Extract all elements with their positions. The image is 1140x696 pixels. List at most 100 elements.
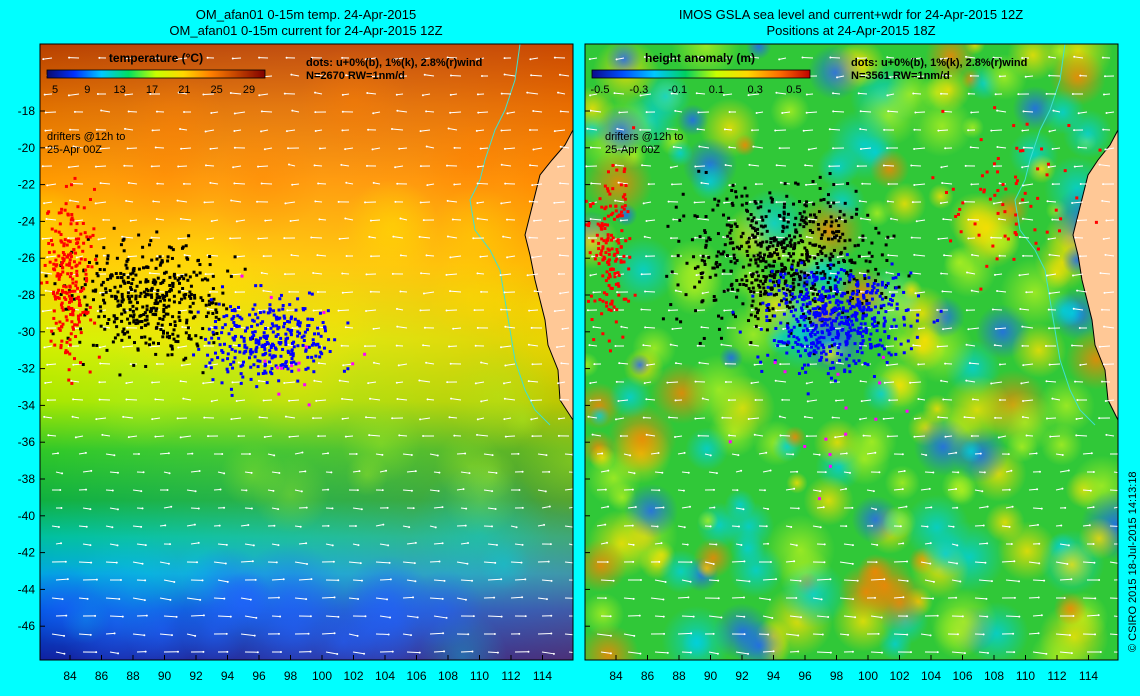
current-vector: [789, 615, 802, 618]
drifter-dot-wind: [47, 210, 51, 214]
drifter-dot-current: [863, 274, 867, 278]
current-vector: [643, 201, 652, 204]
current-vector: [236, 219, 246, 222]
current-vector-head: [206, 56, 209, 59]
drifter-dot-1pct: [744, 274, 748, 278]
drifter-dot-current: [284, 343, 288, 347]
current-vector-head: [963, 416, 966, 419]
current-vector: [271, 615, 281, 618]
drifter-dot-current: [856, 289, 860, 293]
current-vector: [588, 416, 598, 419]
drifter-dot-1pct: [755, 278, 759, 282]
drifter-dot-1pct: [158, 255, 162, 259]
drifter-dot-current: [239, 364, 243, 368]
current-vector-head: [148, 272, 151, 275]
current-vector: [44, 345, 53, 348]
current-vector: [699, 146, 710, 149]
drifter-dot-1pct: [727, 216, 731, 220]
drifter-dot-1pct: [864, 259, 868, 263]
drifter-dot-wind: [70, 216, 74, 220]
current-vector-head: [341, 291, 344, 294]
current-vector: [915, 291, 926, 294]
current-vector: [291, 254, 300, 257]
drifter-dot-1pct: [150, 295, 154, 299]
drifter-dot-current: [274, 347, 278, 351]
drifter-dot-magenta: [277, 392, 281, 396]
current-vector: [886, 309, 895, 312]
drifter-dot-current: [873, 344, 877, 348]
drifter-dot-current: [254, 341, 258, 345]
current-vector: [1022, 165, 1030, 168]
drifter-dot-current: [895, 307, 899, 311]
drifter-dot-current: [318, 311, 322, 315]
drifter-dot-current: [221, 350, 225, 354]
current-vector-head: [388, 561, 391, 564]
drifter-dot-current: [242, 336, 246, 340]
drifter-dot-1pct: [91, 343, 95, 347]
current-vector-head: [1022, 364, 1025, 367]
drifter-dot-current: [243, 343, 247, 347]
current-vector-head: [476, 272, 479, 275]
current-vector-head: [835, 399, 838, 402]
drifter-dot-1pct: [104, 287, 108, 291]
drifter-dot-current: [254, 284, 258, 288]
drifter-dot-current: [279, 363, 283, 367]
drifter-dot-1pct: [828, 286, 832, 290]
drifter-dot-current: [751, 294, 755, 298]
current-vector: [836, 75, 845, 78]
current-vector: [808, 147, 818, 150]
drifter-dot-1pct: [103, 301, 107, 305]
drifter-dot-1pct: [843, 239, 847, 243]
current-vector-head: [63, 634, 66, 637]
current-vector-head: [664, 580, 667, 583]
current-vector-head: [387, 633, 390, 636]
drifter-dot-current: [322, 346, 326, 350]
current-vector: [504, 74, 516, 77]
current-vector: [318, 362, 327, 365]
current-vector: [487, 507, 496, 510]
current-vector-head: [309, 615, 312, 618]
current-vector-head: [1076, 398, 1079, 401]
current-vector-head: [144, 544, 147, 547]
current-vector-head: [317, 182, 320, 185]
drifter-dot-wind: [68, 352, 72, 356]
current-vector-head: [724, 164, 727, 167]
current-vector: [1049, 254, 1061, 257]
current-vector: [920, 488, 930, 491]
current-vector-head: [800, 616, 803, 619]
current-vector-head: [991, 308, 994, 311]
drifter-dot-1pct: [866, 269, 870, 273]
current-vector-head: [559, 292, 562, 295]
right-title-line1: IMOS GSLA sea level and current+wdr for …: [679, 7, 1023, 22]
current-vector: [654, 615, 664, 618]
current-vector-head: [799, 579, 802, 582]
drifter-dot-1pct: [134, 321, 138, 325]
drifter-dot-current: [266, 311, 270, 315]
current-vector: [406, 651, 420, 654]
drifter-dot-1pct: [181, 287, 185, 291]
current-vector: [244, 471, 252, 474]
drifter-dot-1pct: [829, 288, 833, 292]
current-vector-head: [694, 236, 697, 239]
drifter-dot-1pct: [843, 246, 847, 250]
drifter-dot-wind: [50, 227, 54, 231]
current-vector-head: [209, 290, 212, 293]
drifter-dot-1pct: [749, 224, 753, 228]
drifter-dot-current: [803, 274, 807, 278]
current-vector-head: [41, 310, 44, 313]
current-vector-head: [223, 506, 226, 509]
current-vector: [674, 435, 683, 438]
drifter-dot-current: [211, 330, 215, 334]
current-vector-head: [696, 128, 699, 131]
drifter-dot-1pct: [749, 258, 753, 262]
drifter-dot-1pct: [754, 261, 758, 265]
current-vector: [812, 453, 820, 456]
drifter-dot-wind: [59, 303, 63, 307]
current-vector: [372, 147, 381, 150]
current-vector: [240, 597, 251, 601]
current-vector: [426, 110, 435, 113]
anomaly-patch: [1038, 377, 1095, 435]
current-vector-head: [672, 218, 675, 221]
drifter-dot-1pct: [807, 259, 811, 263]
current-vector-head: [466, 562, 469, 565]
